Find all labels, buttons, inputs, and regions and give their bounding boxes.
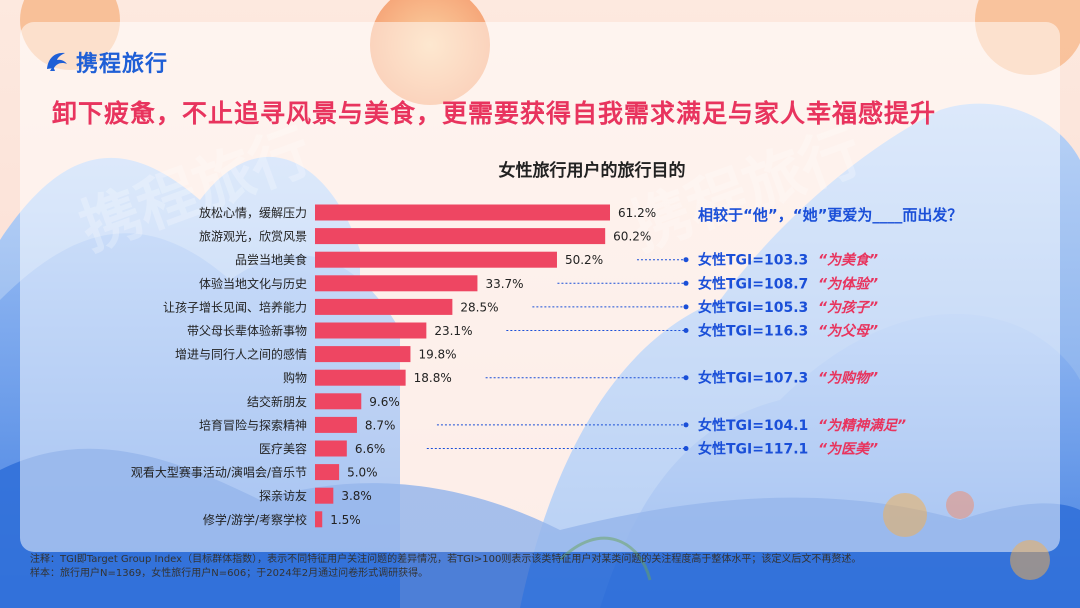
brand-name: 携程旅行 xyxy=(76,52,169,77)
category-label: 修学/游学/考察学校 xyxy=(203,512,307,527)
value-label: 60.2% xyxy=(613,230,651,244)
callout-dot xyxy=(683,257,689,263)
category-label: 放松心情，缓解压力 xyxy=(199,205,307,220)
tgi-label: 女性TGI=117.1 xyxy=(698,441,808,458)
bar xyxy=(315,298,453,315)
bar xyxy=(315,204,610,221)
callout-dot xyxy=(683,375,689,381)
purpose-tag: “为父母” xyxy=(818,323,878,340)
callout-dot xyxy=(683,280,689,286)
category-label: 结交新朋友 xyxy=(247,394,307,409)
value-label: 50.2% xyxy=(565,253,603,267)
value-label: 18.8% xyxy=(414,371,452,385)
tgi-label: 女性TGI=105.3 xyxy=(698,299,808,316)
category-label: 旅游观光，欣赏风景 xyxy=(199,230,307,244)
chart-title: 女性旅行用户的旅行目的 xyxy=(498,161,686,181)
bar xyxy=(315,393,362,410)
flower-decoration xyxy=(558,491,1050,581)
value-label: 5.0% xyxy=(347,466,378,480)
callout-dot xyxy=(683,328,689,333)
callout-dot xyxy=(683,446,689,451)
callout-dot xyxy=(683,304,689,310)
value-label: 33.7% xyxy=(485,277,523,291)
value-label: 19.8% xyxy=(418,348,456,362)
tgi-label: 女性TGI=103.3 xyxy=(698,252,808,269)
purpose-tag: “为美食” xyxy=(818,252,878,269)
purpose-tag: “为精神满足” xyxy=(818,417,906,434)
dolphin-logo-icon xyxy=(47,52,67,71)
tgi-label: 女性TGI=116.3 xyxy=(698,323,808,340)
callout-dot xyxy=(683,422,689,428)
category-label: 体验当地文化与历史 xyxy=(199,276,307,291)
bar xyxy=(315,369,406,386)
value-label: 61.2% xyxy=(618,206,656,220)
purpose-tag: “为购物” xyxy=(818,370,878,387)
tgi-label: 女性TGI=107.3 xyxy=(698,370,808,387)
ctrip-logo: 携程旅行 xyxy=(44,46,168,78)
category-label: 品尝当地美食 xyxy=(235,252,307,267)
purpose-tag: “为医美” xyxy=(818,441,878,458)
tgi-label: 女性TGI=108.7 xyxy=(698,275,808,292)
bar xyxy=(315,487,334,504)
category-label: 增进与同行人之间的感情 xyxy=(175,347,307,362)
category-label: 医疗美容 xyxy=(259,441,307,456)
category-label: 探亲访友 xyxy=(259,489,307,503)
value-label: 8.7% xyxy=(365,418,396,432)
callout-question: 相较于“他”，“她”更爱为____而出发？ xyxy=(698,206,963,224)
bar xyxy=(315,464,340,481)
note-sample: 样本：旅行用户N=1369，女性旅行用户N=606；于2024年2月通过问卷形式… xyxy=(30,568,429,579)
bar xyxy=(315,275,478,292)
bar xyxy=(315,511,323,528)
tgi-label: 女性TGI=104.1 xyxy=(698,417,808,434)
bar xyxy=(315,416,357,433)
purpose-tag: “为孩子” xyxy=(818,299,878,316)
value-label: 1.5% xyxy=(330,513,361,527)
category-label: 观看大型赛事活动/演唱会/音乐节 xyxy=(131,465,307,480)
value-label: 9.6% xyxy=(369,395,400,409)
bar xyxy=(315,228,606,245)
value-label: 3.8% xyxy=(341,489,372,503)
bar xyxy=(315,251,557,268)
note-definition: 注释：TGI即Target Group Index（目标群体指数），表示不同特征… xyxy=(30,554,862,565)
page-headline: 卸下疲惫，不止追寻风景与美食，更需要获得自我需求满足与家人幸福感提升 xyxy=(52,99,937,128)
value-label: 6.6% xyxy=(355,442,386,456)
bar xyxy=(315,440,347,457)
bar xyxy=(315,322,427,339)
footnotes: 注释：TGI即Target Group Index（目标群体指数），表示不同特征… xyxy=(30,553,861,581)
category-label: 让孩子增长见闻、培养能力 xyxy=(163,299,307,314)
category-label: 带父母长辈体验新事物 xyxy=(187,323,307,338)
purpose-tag: “为体验” xyxy=(818,275,878,292)
value-label: 23.1% xyxy=(434,324,472,338)
category-label: 购物 xyxy=(283,370,307,385)
category-label: 培育冒险与探索精神 xyxy=(199,417,307,432)
content-panel xyxy=(20,22,1060,552)
watermark-text: 携程旅行 xyxy=(621,116,870,264)
value-label: 28.5% xyxy=(460,300,498,314)
bar xyxy=(315,346,411,363)
